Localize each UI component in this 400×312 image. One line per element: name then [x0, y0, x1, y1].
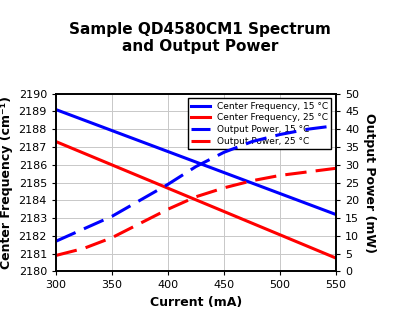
Line: Output Power, 25 °C: Output Power, 25 °C — [56, 168, 336, 256]
Center Frequency, 25 °C — [54, 140, 58, 144]
Line: Center Frequency, 15 °C: Center Frequency, 15 °C — [56, 110, 336, 215]
Output Power, 25 °C — [306, 170, 310, 174]
Output Power, 25 °C — [166, 207, 170, 211]
Center Frequency, 15 °C — [106, 127, 110, 131]
Output Power, 15 °C — [110, 214, 114, 218]
Output Power, 15 °C — [166, 183, 170, 186]
Output Power, 15 °C — [278, 133, 282, 136]
Output Power, 25 °C — [138, 222, 142, 225]
Center Frequency, 15 °C — [128, 136, 133, 139]
Output Power, 25 °C — [54, 254, 58, 257]
Text: LABS: LABS — [250, 108, 274, 117]
Line: Center Frequency, 25 °C: Center Frequency, 25 °C — [56, 142, 336, 258]
Output Power, 25 °C — [82, 246, 86, 250]
Center Frequency, 25 °C — [310, 246, 314, 250]
Output Power, 25 °C — [250, 179, 254, 183]
Output Power, 15 °C — [54, 239, 58, 243]
Center Frequency, 15 °C — [334, 213, 338, 217]
Output Power, 15 °C — [250, 140, 254, 144]
Output Power, 25 °C — [334, 166, 338, 170]
Y-axis label: Center Frequency (cm⁻¹): Center Frequency (cm⁻¹) — [0, 96, 13, 269]
Legend: Center Frequency, 15 °C, Center Frequency, 25 °C, Output Power, 15 °C, Output Po: Center Frequency, 15 °C, Center Frequenc… — [188, 98, 332, 149]
Output Power, 15 °C — [222, 150, 226, 154]
Line: Output Power, 15 °C: Output Power, 15 °C — [56, 126, 336, 241]
Output Power, 25 °C — [278, 173, 282, 177]
Center Frequency, 15 °C — [70, 114, 75, 118]
Center Frequency, 25 °C — [128, 171, 133, 174]
Output Power, 25 °C — [194, 195, 198, 199]
Output Power, 15 °C — [194, 165, 198, 168]
Center Frequency, 15 °C — [54, 108, 58, 111]
Output Power, 15 °C — [306, 127, 310, 131]
Center Frequency, 15 °C — [310, 204, 314, 207]
Center Frequency, 25 °C — [70, 147, 75, 150]
X-axis label: Current (mA): Current (mA) — [150, 296, 242, 309]
Output Power, 25 °C — [222, 186, 226, 190]
Center Frequency, 15 °C — [320, 207, 324, 211]
Center Frequency, 25 °C — [65, 144, 70, 148]
Text: Sample QD4580CM1 Spectrum
and Output Power: Sample QD4580CM1 Spectrum and Output Pow… — [69, 22, 331, 54]
Y-axis label: Output Power (mW): Output Power (mW) — [363, 113, 376, 252]
Center Frequency, 25 °C — [106, 161, 110, 165]
Center Frequency, 25 °C — [320, 250, 324, 254]
Output Power, 15 °C — [138, 198, 142, 202]
Output Power, 25 °C — [110, 236, 114, 240]
Center Frequency, 25 °C — [334, 256, 338, 260]
Center Frequency, 15 °C — [65, 112, 70, 116]
Output Power, 15 °C — [82, 227, 86, 231]
Text: THOR: THOR — [218, 108, 247, 117]
Output Power, 15 °C — [334, 124, 338, 128]
